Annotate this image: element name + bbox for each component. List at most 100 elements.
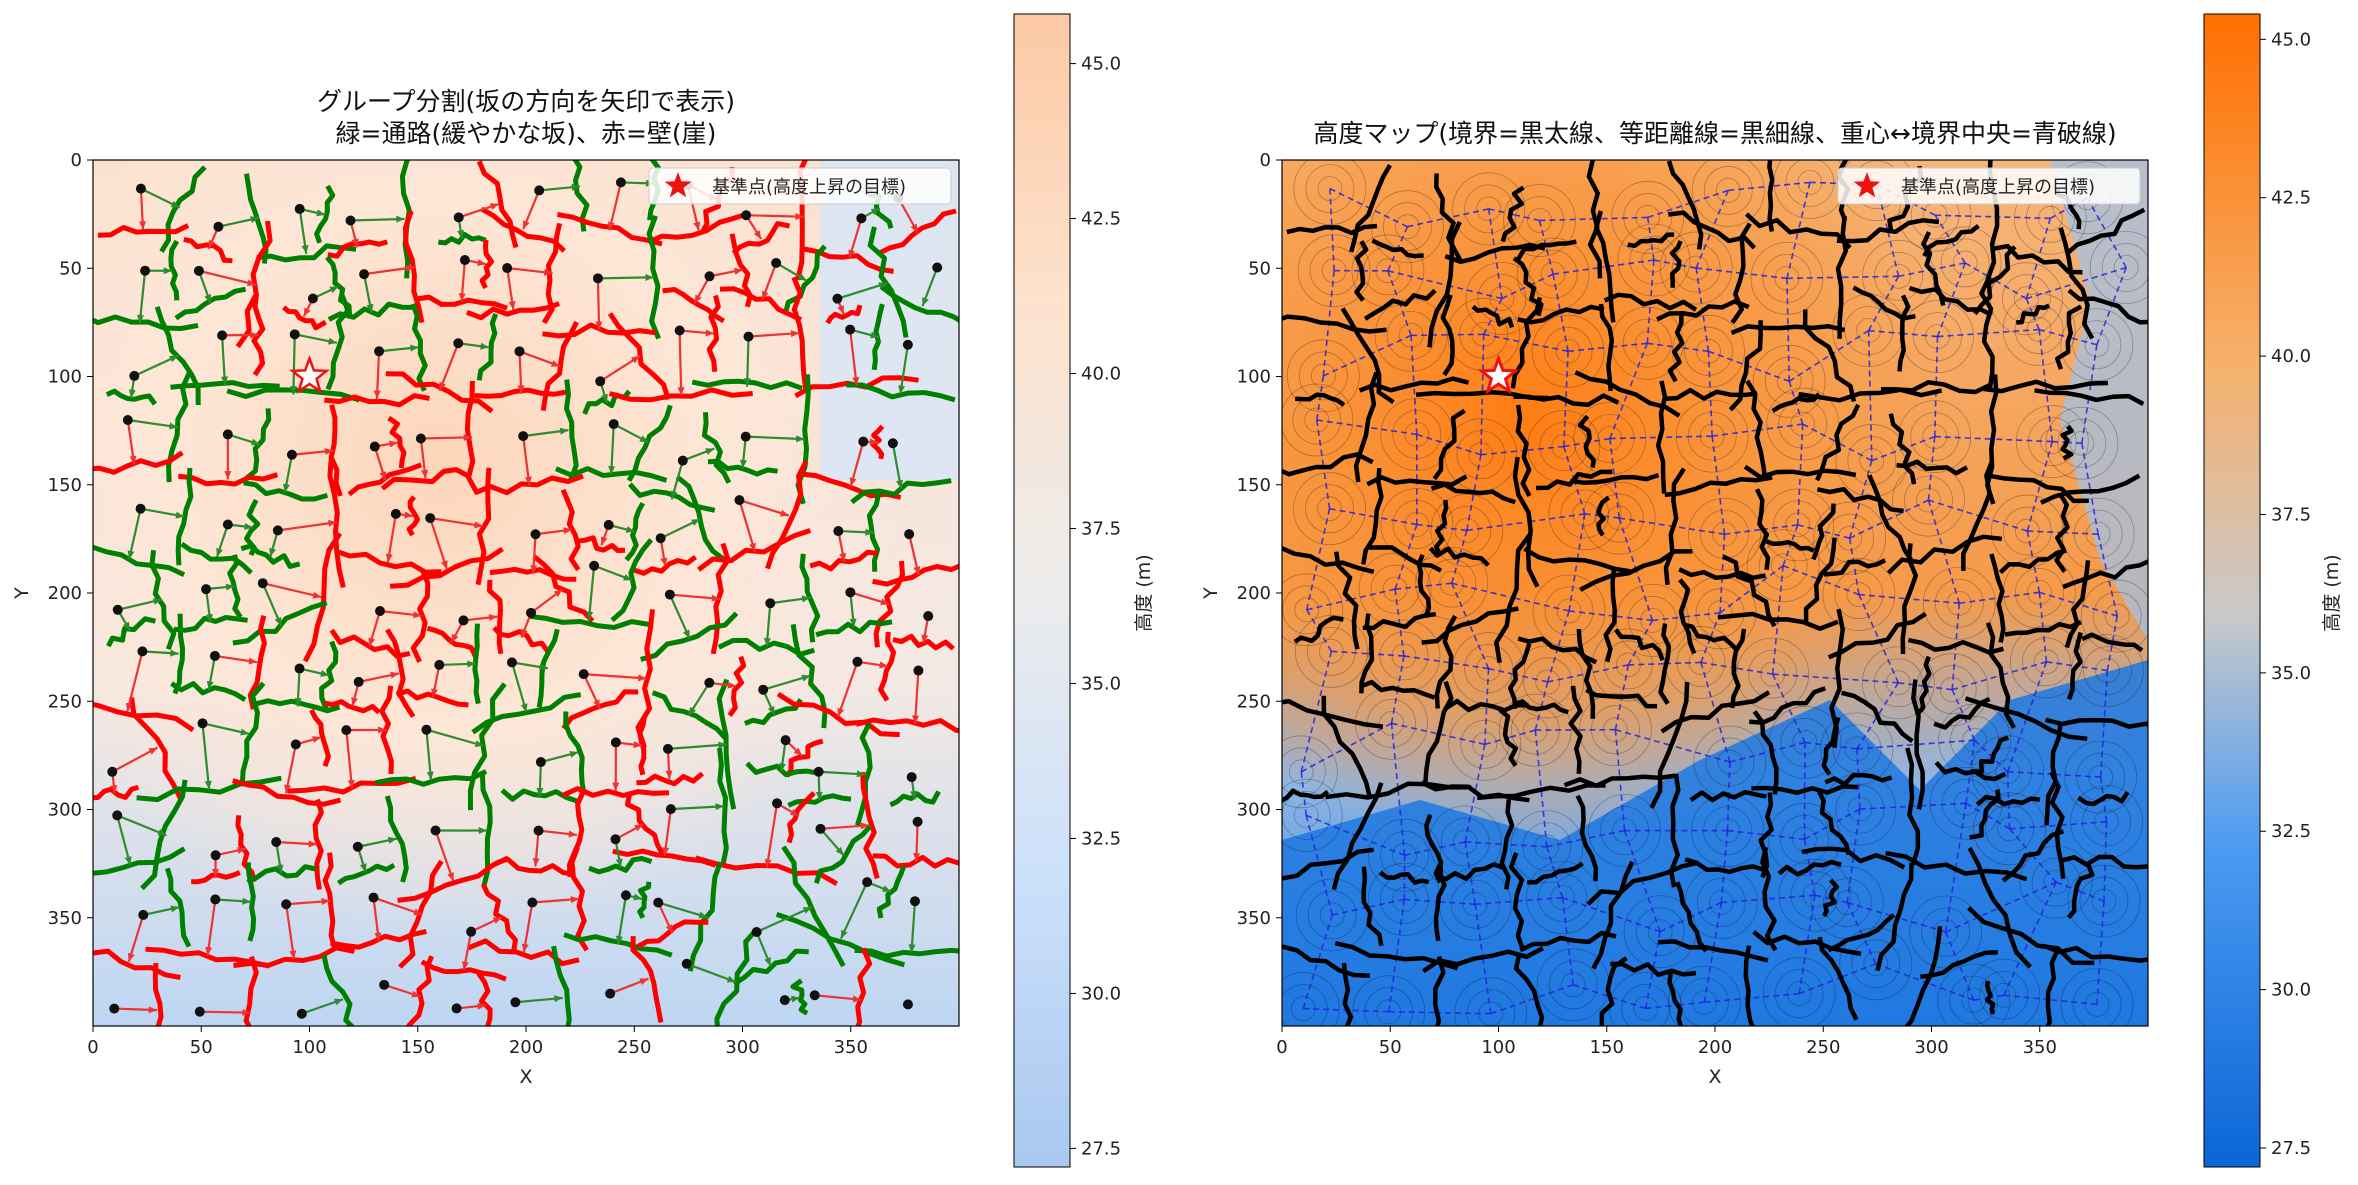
passage-boundary: [714, 926, 760, 1026]
equidistant-line: [1634, 330, 1660, 356]
slope-arrowhead: [225, 583, 235, 591]
centroid-boundary-link: [1407, 217, 1449, 228]
y-tick-label: 150: [48, 475, 82, 496]
group-boundary: [1752, 930, 1862, 957]
wall-boundary: [385, 628, 416, 719]
passage-boundary: [528, 613, 650, 630]
slope-arrowhead: [763, 637, 771, 647]
equidistant-line: [1748, 649, 1798, 699]
equidistant-line: [1705, 737, 1755, 787]
equidistant-line: [1526, 861, 1599, 934]
right-heatmap-low-region: [1282, 660, 2148, 1026]
slope-arrow: [199, 1010, 251, 1014]
group-centroid: [832, 293, 843, 304]
group-boundary: [1803, 537, 1837, 623]
slope-arrowhead: [683, 629, 690, 639]
equidistant-line: [1785, 160, 1835, 207]
slope-arrow: [292, 334, 296, 395]
group-centroid: [375, 605, 386, 616]
slope-arrowhead: [351, 238, 359, 248]
group-centroid: [341, 725, 352, 736]
passage-boundary: [732, 948, 809, 987]
slope-arrowhead: [607, 221, 615, 231]
centroid-boundary-link: [1761, 524, 1798, 531]
equidistant-line: [2015, 405, 2089, 478]
slope-arrow: [839, 881, 869, 940]
group-centroid: [109, 1003, 120, 1014]
left-colorbar: 27.5 30.0 32.5 35.0 37.5 40.0 42.5 45.0 高度 (m): [1013, 13, 1155, 1168]
equidistant-line: [2089, 231, 2148, 304]
left-slope-arrows: [110, 179, 939, 1017]
slope-arrow: [111, 746, 158, 773]
slope-arrow: [899, 344, 909, 395]
equidistant-line: [1430, 494, 1504, 567]
centroid-boundary-link: [1806, 895, 1816, 945]
centroid-boundary-link: [1405, 524, 1418, 558]
centroid-boundary-link: [1951, 646, 1957, 690]
slope-arrowhead: [477, 259, 487, 266]
equidistant-line: [1282, 735, 1338, 809]
equidistant-line: [1949, 975, 1999, 1025]
group-centroid: [743, 331, 754, 342]
group-boundary: [1729, 628, 1747, 709]
group-centroid: [425, 513, 436, 524]
slope-arrowhead: [753, 230, 762, 240]
group-centroid: [129, 370, 140, 381]
centroid-boundary-link: [1331, 650, 1368, 655]
x-tick-label: 350: [834, 1037, 868, 1058]
slope-arrow: [116, 814, 167, 837]
group-boundary: [1361, 467, 1384, 565]
group-boundary: [1649, 681, 1690, 809]
centroid-boundary-link: [1977, 514, 2028, 532]
group-centroid: [610, 737, 621, 748]
colorbar-tick-label: 42.5: [1081, 209, 1121, 230]
x-tick-label: 50: [190, 1037, 213, 1058]
centroid-boundary-link: [2000, 881, 2057, 908]
centroid-boundary-link: [1846, 902, 1863, 934]
group-centroid: [578, 669, 589, 680]
wall-boundary: [731, 221, 791, 256]
x-tick-label: 200: [509, 1037, 543, 1058]
equidistant-line: [1606, 505, 1632, 531]
centroid-boundary-link: [1546, 837, 1586, 848]
centroid-boundary-link: [1318, 630, 1333, 652]
wall-boundary: [380, 467, 471, 491]
centroid-boundary-link: [1621, 664, 1630, 698]
centroid-boundary-link: [1944, 867, 1957, 933]
group-centroid: [201, 584, 212, 595]
group-centroid: [466, 926, 477, 937]
group-boundary: [1817, 936, 1859, 1021]
centroid-boundary-link: [1416, 433, 1450, 446]
slope-arrowhead: [625, 526, 635, 533]
left-legend-label: 基準点(高度上昇の目標): [712, 177, 906, 198]
centroid-boundary-link: [1653, 259, 1676, 265]
centroid-boundary-link: [1711, 436, 1720, 486]
centroid-boundary-link: [1856, 715, 1879, 750]
centroid-boundary-link: [1875, 963, 1926, 983]
equidistant-line: [1440, 817, 1490, 867]
slope-arrowhead: [334, 998, 343, 1006]
group-boundary: [1907, 637, 2005, 655]
slope-arrowhead: [852, 995, 862, 1003]
slope-arrowhead: [705, 448, 715, 455]
right-legend-star-icon: [1853, 172, 1881, 198]
centroid-boundary-link: [1434, 841, 1466, 850]
group-boundary: [1664, 475, 1773, 498]
group-centroid: [451, 1003, 462, 1014]
slope-arrowhead: [633, 893, 643, 901]
wall-boundary: [312, 798, 324, 890]
centroid-boundary-link: [1748, 365, 1790, 383]
slope-arrowhead: [595, 321, 603, 330]
passage-boundary: [790, 978, 809, 1016]
slope-arrowhead: [324, 447, 334, 455]
centroid-boundary-link: [1618, 517, 1637, 570]
group-boundary: [2049, 771, 2066, 879]
centroid-boundary-link: [1950, 262, 1966, 301]
passage-boundary: [717, 747, 729, 866]
equidistant-line: [1594, 493, 1644, 543]
centroid-boundary-link: [1788, 707, 1806, 743]
centroid-boundary-link: [1741, 272, 1788, 280]
slope-arrowhead: [715, 803, 724, 811]
group-boundary: [1361, 866, 1384, 947]
group-boundary: [1752, 710, 1779, 795]
